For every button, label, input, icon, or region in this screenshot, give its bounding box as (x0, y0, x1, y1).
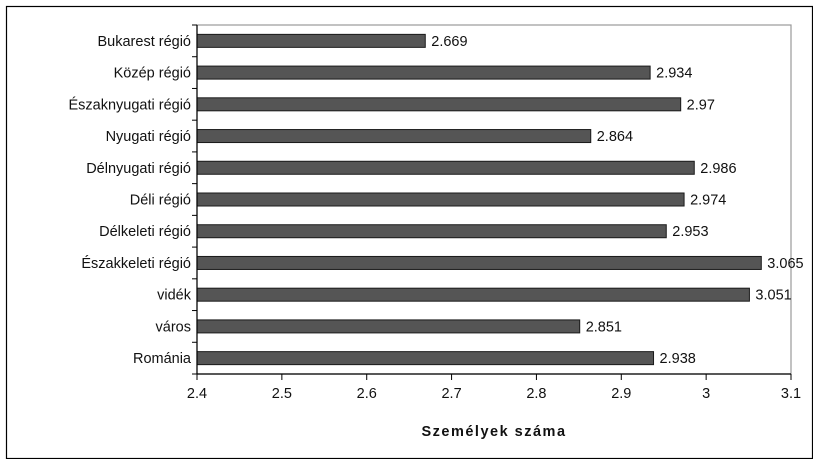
bar (196, 65, 651, 80)
x-tick-label: 2.5 (272, 386, 292, 402)
category-label: Déli régió (130, 193, 191, 209)
bar (196, 97, 682, 112)
data-label: 3.065 (767, 256, 803, 272)
bar (196, 33, 426, 48)
bars-group (196, 33, 762, 366)
x-tick-label: 3 (702, 386, 710, 402)
bar (196, 160, 695, 175)
category-label: vidék (157, 288, 192, 304)
data-label: 2.938 (660, 351, 696, 367)
bar (196, 287, 750, 302)
data-label: 2.953 (672, 224, 708, 240)
category-label: Bukarest régió (98, 34, 192, 50)
data-label: 2.864 (597, 129, 633, 145)
x-tick-label: 2.7 (441, 386, 461, 402)
data-label: 3.051 (755, 288, 791, 304)
bar (196, 192, 685, 207)
x-axis-title: Személyek száma (421, 424, 566, 440)
x-tick-label: 3.1 (781, 386, 801, 402)
x-tick-label: 2.9 (611, 386, 631, 402)
data-label: 2.974 (690, 193, 726, 209)
category-label: Északkeleti régió (81, 255, 191, 272)
x-tick-label: 2.4 (187, 386, 207, 402)
bar (196, 351, 655, 366)
bar (196, 224, 667, 239)
category-label: város (156, 319, 191, 335)
data-label: 2.851 (586, 319, 622, 335)
data-label: 2.97 (687, 97, 715, 113)
bar (196, 255, 762, 270)
category-label: Közép régió (114, 66, 191, 82)
labels-group: Bukarest régió 2.669 Közép régió 2.934 Észak… (68, 34, 803, 402)
bar (196, 129, 592, 144)
data-label: 2.669 (431, 34, 467, 50)
category-label: Románia (133, 351, 192, 367)
bar (196, 319, 581, 334)
x-tick-label: 2.8 (526, 386, 546, 402)
x-tick-label: 2.6 (357, 386, 377, 402)
category-label: Délnyugati régió (86, 161, 191, 177)
axes-group (192, 24, 792, 380)
category-label: Nyugati régió (106, 129, 191, 145)
data-label: 2.934 (656, 66, 692, 82)
category-label: Északnyugati régió (68, 96, 191, 113)
category-label: Délkeleti régió (99, 224, 191, 240)
data-label: 2.986 (700, 161, 736, 177)
